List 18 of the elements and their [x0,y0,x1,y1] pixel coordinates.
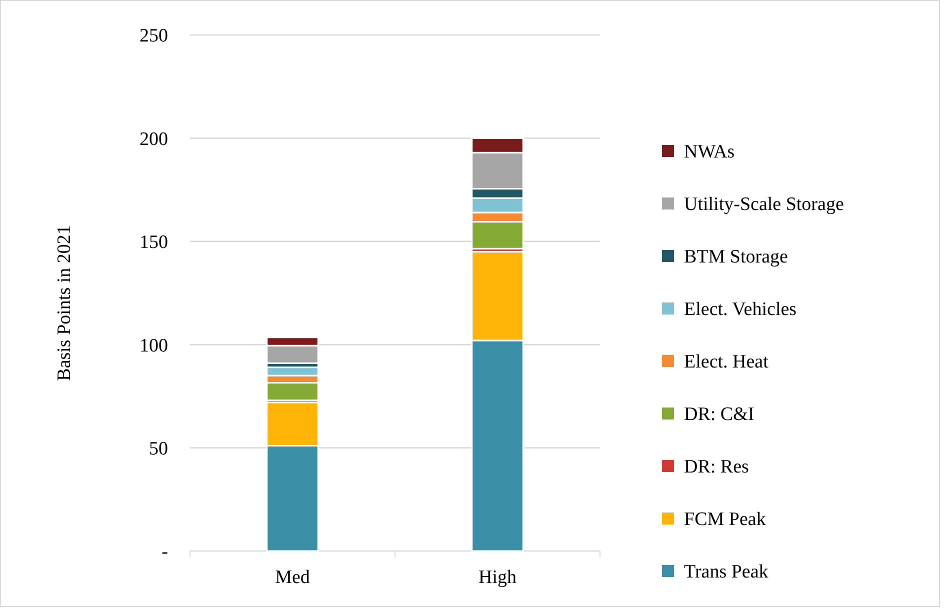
legend-label: Trans Peak [684,562,769,583]
x-tick-label: Med [275,567,310,588]
legend-label: Elect. Heat [684,352,770,373]
x-tick-label: High [478,567,517,588]
y-tick-label: 100 [140,335,168,356]
y-tick-label: - [162,542,168,563]
y-tick-label: 250 [140,26,168,47]
y-axis-title: Basis Points in 2021 [54,225,75,381]
legend-label: NWAs [684,142,735,163]
legend-label: Elect. Vehicles [684,299,797,320]
y-tick-label: 150 [140,232,168,254]
legend-label: BTM Storage [684,246,788,268]
y-tick-label: 200 [140,128,168,150]
y-tick-label: 50 [149,438,168,460]
legend-label: DR: C&I [684,404,754,426]
legend-label: Utility-Scale Storage [684,194,844,216]
legend-label: DR: Res [684,456,749,478]
legend-label: FCM Peak [684,509,766,530]
